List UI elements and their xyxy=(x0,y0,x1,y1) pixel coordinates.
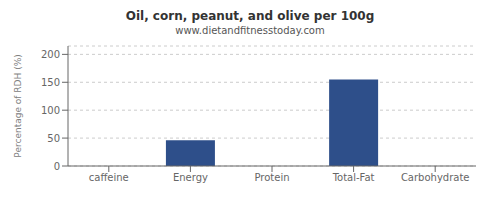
svg-text:Energy: Energy xyxy=(173,172,208,183)
html-text:Oil, corn, peanut, and olive p: Oil, corn, peanut, and olive per 100g xyxy=(125,9,375,23)
svg-text:50: 50 xyxy=(47,133,60,144)
svg-text:Protein: Protein xyxy=(254,172,289,183)
svg-text:100: 100 xyxy=(41,105,60,116)
html-text:www.dietandfitnesstoday.com: www.dietandfitnesstoday.com xyxy=(175,25,325,36)
svg-text:caffeine: caffeine xyxy=(89,172,129,183)
svg-text:150: 150 xyxy=(41,77,60,88)
svg-text:Percentage of RDH (%): Percentage of RDH (%) xyxy=(13,54,23,157)
svg-text:0: 0 xyxy=(54,161,60,172)
svg-text:Total-Fat: Total-Fat xyxy=(332,172,375,183)
svg-text:Carbohydrate: Carbohydrate xyxy=(401,172,470,183)
svg-text:200: 200 xyxy=(41,49,60,60)
